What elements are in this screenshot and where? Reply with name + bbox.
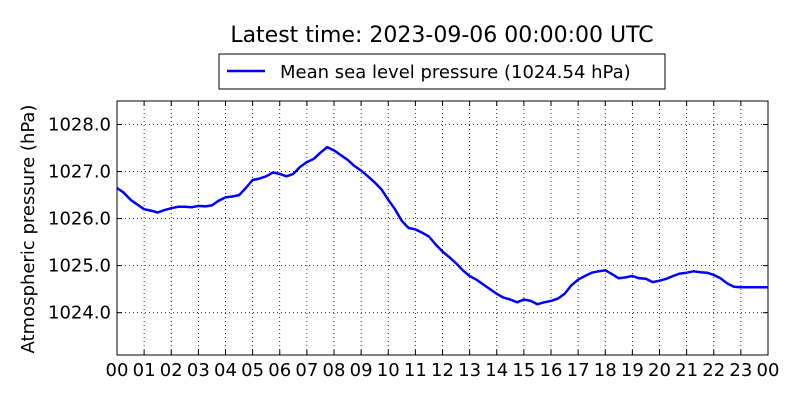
tick-marks [116,101,769,355]
x-tick-label: 00 [757,360,780,381]
x-tick-label: 01 [133,360,156,381]
x-tick-label: 15 [512,360,535,381]
x-tick-label: 02 [160,360,183,381]
x-tick-labels: 00 01 02 03 04 05 06 07 08 09 10 11 12 13 14 15 16 17 18 19… [106,360,780,381]
series-line [116,145,768,306]
x-tick-label: 00 [106,360,129,381]
x-tick-label: 22 [702,360,725,381]
x-tick-label: 20 [648,360,671,381]
x-tick-label: 14 [485,360,508,381]
x-tick-label: 19 [621,360,644,381]
x-tick-label: 18 [594,360,617,381]
x-tick-label: 07 [295,360,318,381]
y-tick-label: 1027.0 [48,162,111,183]
y-axis-label: Atmospheric pressure (hPa) [18,105,39,354]
legend-label: Mean sea level pressure (1024.54 hPa) [280,62,631,83]
y-tick-labels: 1024.0 1025.0 1026.0 1027.0 1028.0 [48,115,111,324]
legend: Mean sea level pressure (1024.54 hPa) [218,53,666,90]
x-tick-label: 08 [323,360,346,381]
x-tick-label: 11 [404,360,427,381]
y-tick-label: 1025.0 [48,256,111,277]
x-tick-label: 09 [350,360,373,381]
y-tick-label: 1024.0 [48,303,111,324]
x-tick-label: 04 [214,360,237,381]
y-tick-label: 1026.0 [48,209,111,230]
x-tick-label: 06 [268,360,291,381]
y-tick-label: 1028.0 [48,115,111,136]
x-tick-label: 12 [431,360,454,381]
x-tick-label: 13 [458,360,481,381]
x-tick-label: 17 [567,360,590,381]
x-tick-label: 03 [187,360,210,381]
x-tick-label: 05 [241,360,264,381]
x-tick-label: 21 [675,360,698,381]
chart-title: Latest time: 2023-09-06 00:00:00 UTC [230,23,653,48]
x-tick-label: 23 [729,360,752,381]
x-tick-label: 10 [377,360,400,381]
grid [117,101,768,355]
legend-box [218,53,666,90]
series-lines [116,145,768,306]
plot-frame [116,100,769,356]
x-tick-label: 16 [540,360,563,381]
